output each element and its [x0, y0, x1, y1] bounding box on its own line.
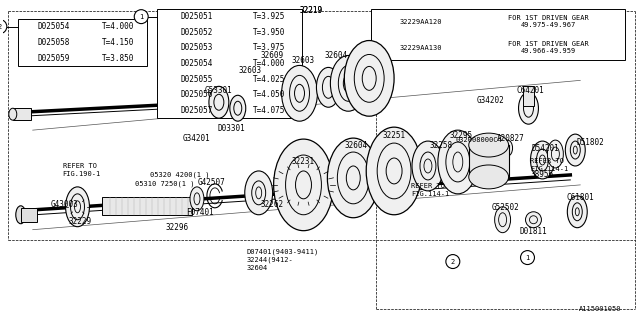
- Text: D51802: D51802: [577, 138, 604, 147]
- Ellipse shape: [9, 108, 17, 120]
- Bar: [20, 208, 36, 222]
- Text: A115001050: A115001050: [579, 306, 621, 312]
- Ellipse shape: [565, 134, 585, 166]
- Text: 32258: 32258: [429, 140, 452, 149]
- Bar: [522, 86, 534, 106]
- Bar: [102, 197, 192, 215]
- Ellipse shape: [244, 171, 273, 215]
- Text: 32603: 32603: [292, 56, 315, 65]
- Text: D54201: D54201: [532, 144, 559, 153]
- Ellipse shape: [274, 139, 333, 231]
- Text: G53301: G53301: [205, 86, 233, 95]
- Ellipse shape: [65, 187, 90, 227]
- Text: D025059: D025059: [37, 54, 70, 63]
- Text: 32229: 32229: [69, 217, 92, 226]
- Circle shape: [0, 20, 7, 34]
- Ellipse shape: [344, 41, 394, 116]
- Text: 32219: 32219: [300, 6, 323, 15]
- Ellipse shape: [330, 55, 366, 111]
- Ellipse shape: [209, 86, 229, 118]
- Text: D025055: D025055: [180, 75, 213, 84]
- Ellipse shape: [495, 207, 511, 233]
- Ellipse shape: [438, 130, 477, 194]
- Text: 1: 1: [525, 255, 530, 260]
- Text: FOR 1ST DRIVEN GEAR
49.975-49.967: FOR 1ST DRIVEN GEAR 49.975-49.967: [508, 15, 588, 28]
- Text: 32229AA120: 32229AA120: [400, 19, 442, 25]
- Text: 32603: 32603: [238, 66, 261, 75]
- Ellipse shape: [328, 138, 379, 218]
- Ellipse shape: [366, 127, 422, 215]
- Ellipse shape: [190, 187, 204, 211]
- Bar: [13, 108, 31, 120]
- Text: G52502: G52502: [492, 203, 520, 212]
- Text: G42507: G42507: [198, 178, 226, 188]
- Text: D025053: D025053: [180, 43, 213, 52]
- Text: D03301: D03301: [218, 124, 246, 133]
- Text: D025054: D025054: [180, 59, 213, 68]
- Text: T=3.950: T=3.950: [253, 28, 285, 37]
- Ellipse shape: [282, 65, 317, 121]
- Text: T=4.000: T=4.000: [102, 22, 134, 31]
- Ellipse shape: [468, 133, 509, 157]
- Text: C64201: C64201: [516, 86, 545, 95]
- Text: 32609: 32609: [260, 51, 284, 60]
- Text: 32604: 32604: [345, 140, 368, 149]
- Circle shape: [446, 255, 460, 268]
- Circle shape: [520, 251, 534, 265]
- Ellipse shape: [518, 92, 538, 124]
- Text: REFER TO
FIG.114-1: REFER TO FIG.114-1: [531, 158, 569, 172]
- Text: 32229AA130: 32229AA130: [400, 44, 442, 51]
- Text: 05320 4200(1 ): 05320 4200(1 ): [150, 172, 210, 178]
- Text: T=3.925: T=3.925: [253, 12, 285, 21]
- Text: 05310 7250(1 ): 05310 7250(1 ): [136, 181, 195, 187]
- Bar: [371, 9, 625, 60]
- Text: 32231: 32231: [292, 157, 315, 166]
- Ellipse shape: [567, 196, 588, 228]
- Text: 32251: 32251: [383, 131, 406, 140]
- Ellipse shape: [531, 141, 554, 179]
- Ellipse shape: [468, 165, 509, 189]
- Text: D025052: D025052: [180, 28, 213, 37]
- Ellipse shape: [16, 206, 26, 224]
- Text: 32295: 32295: [449, 131, 472, 140]
- Bar: [18, 19, 147, 67]
- Text: 32604: 32604: [324, 51, 348, 60]
- Text: REFER TO
FIG.114-1: REFER TO FIG.114-1: [411, 183, 449, 196]
- Text: D025058: D025058: [37, 38, 70, 47]
- Text: 1: 1: [139, 14, 143, 20]
- Text: REFER TO
FIG.190-1: REFER TO FIG.190-1: [63, 163, 101, 177]
- Circle shape: [525, 212, 541, 228]
- Circle shape: [134, 10, 148, 24]
- Text: D025057: D025057: [180, 106, 213, 115]
- Text: G34202: G34202: [477, 96, 504, 105]
- Ellipse shape: [547, 140, 563, 168]
- Ellipse shape: [502, 140, 513, 156]
- Ellipse shape: [316, 68, 340, 107]
- Text: T=3.850: T=3.850: [102, 54, 134, 63]
- Text: D01811: D01811: [520, 227, 547, 236]
- Text: D025056: D025056: [180, 90, 213, 99]
- Text: A20827: A20827: [497, 133, 524, 143]
- Text: T=4.050: T=4.050: [253, 90, 285, 99]
- Text: D07401(9403-9411)
32244(9412-
32604: D07401(9403-9411) 32244(9412- 32604: [247, 249, 319, 270]
- Text: 38956: 38956: [531, 171, 554, 180]
- Text: 32219: 32219: [300, 6, 323, 15]
- Text: F07401: F07401: [186, 208, 214, 217]
- Bar: [157, 9, 301, 118]
- Text: 32296: 32296: [166, 223, 189, 232]
- Ellipse shape: [412, 141, 444, 191]
- Text: T=3.975: T=3.975: [253, 43, 285, 52]
- Text: 2: 2: [451, 259, 455, 265]
- Text: T=4.150: T=4.150: [102, 38, 134, 47]
- Text: 032008000C4: 032008000C4: [455, 137, 502, 143]
- Text: T=4.000: T=4.000: [253, 59, 285, 68]
- Text: G34201: G34201: [183, 133, 211, 143]
- Ellipse shape: [230, 95, 246, 121]
- Text: G43003: G43003: [51, 200, 79, 209]
- Ellipse shape: [475, 142, 486, 162]
- Text: T=4.075: T=4.075: [253, 106, 285, 115]
- Text: C61801: C61801: [566, 193, 594, 202]
- Text: FOR 1ST DRIVEN GEAR
49.966-49.959: FOR 1ST DRIVEN GEAR 49.966-49.959: [508, 41, 588, 54]
- Text: 32262: 32262: [260, 200, 284, 209]
- Text: T=4.025: T=4.025: [253, 75, 285, 84]
